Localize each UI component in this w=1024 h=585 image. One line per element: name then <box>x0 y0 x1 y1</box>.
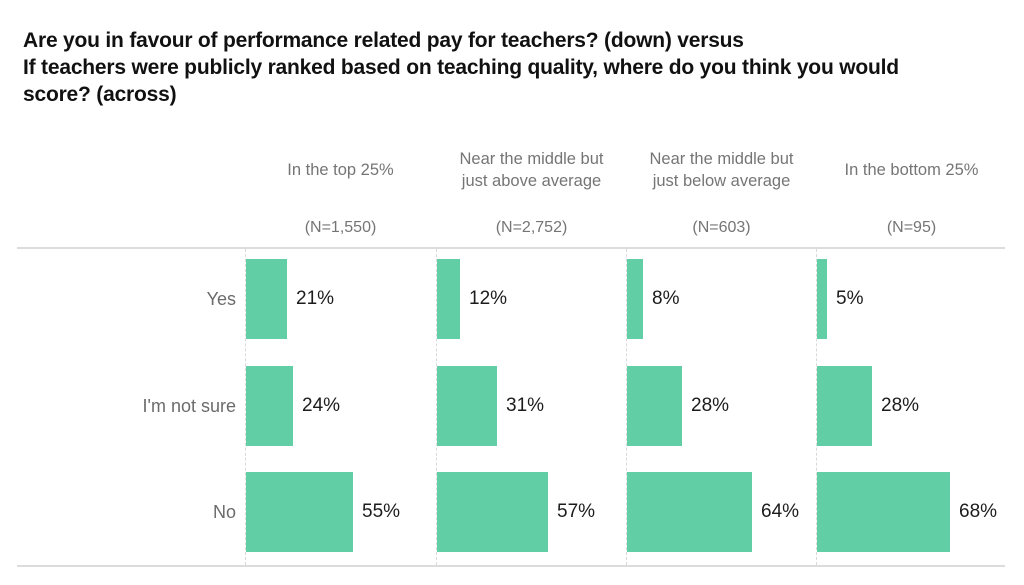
bar <box>627 259 643 339</box>
sample-size-label: (N=95) <box>886 219 937 236</box>
bar <box>437 366 497 446</box>
column-header-label: Near the middle but just below average <box>626 144 817 196</box>
column-header-label: In the bottom 25% <box>816 144 1007 196</box>
bar <box>437 472 548 552</box>
value-label: 8% <box>652 288 680 309</box>
bar <box>627 472 752 552</box>
value-label: 31% <box>506 395 545 416</box>
bar <box>817 366 872 446</box>
bar <box>817 259 827 339</box>
column-zero-gridline <box>816 249 817 565</box>
bar <box>246 259 287 339</box>
bar <box>246 366 293 446</box>
sample-size-label: (N=1,550) <box>304 219 377 236</box>
row-label: Yes <box>206 289 236 309</box>
value-label: 24% <box>302 395 341 416</box>
chart-title-line-3: score? (across) <box>23 83 177 106</box>
bar <box>817 472 950 552</box>
bar <box>627 366 682 446</box>
value-label: 57% <box>557 501 596 522</box>
column-header-line: just above average <box>461 172 602 190</box>
column-header-label: In the top 25% <box>245 144 436 196</box>
row-label: I'm not sure <box>142 396 236 416</box>
value-label: 55% <box>362 501 401 522</box>
value-label: 5% <box>836 288 864 309</box>
bar <box>246 472 353 552</box>
plot-bottom-rule <box>17 565 1005 567</box>
column-zero-gridline <box>436 249 437 565</box>
chart-title: Are you in favour of performance related… <box>23 27 973 108</box>
value-label: 68% <box>959 501 998 522</box>
column-zero-gridline <box>245 249 246 565</box>
column-header-line: just below average <box>652 172 791 190</box>
column-header-line: Near the middle but <box>649 150 794 168</box>
row-label: No <box>212 502 236 522</box>
bar <box>437 259 460 339</box>
column-header-line: In the bottom 25% <box>844 161 979 179</box>
chart-title-line-2: If teachers were publicly ranked based o… <box>23 56 899 79</box>
column-header-label: Near the middle but just above average <box>436 144 627 196</box>
sample-size-label: (N=2,752) <box>495 219 568 236</box>
plot-top-rule <box>17 247 1005 249</box>
column-header-line: In the top 25% <box>287 161 394 179</box>
value-label: 21% <box>296 288 335 309</box>
column-zero-gridline <box>626 249 627 565</box>
value-label: 64% <box>761 501 800 522</box>
chart-title-line-1: Are you in favour of performance related… <box>23 29 744 52</box>
value-label: 28% <box>691 395 730 416</box>
column-header-line: Near the middle but <box>459 150 604 168</box>
value-label: 12% <box>469 288 508 309</box>
sample-size-label: (N=603) <box>692 219 751 236</box>
value-label: 28% <box>881 395 920 416</box>
